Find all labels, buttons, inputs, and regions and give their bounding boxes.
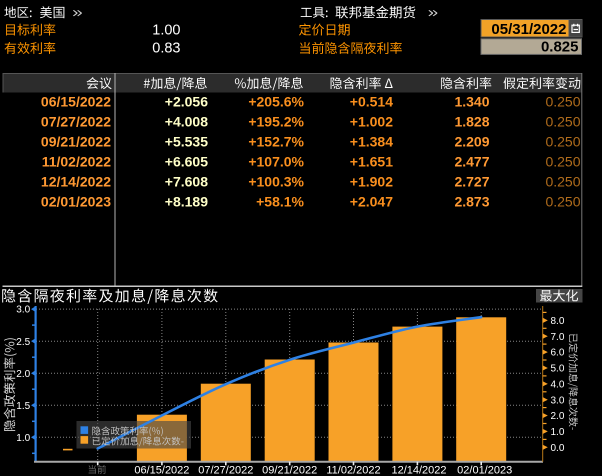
svg-text:09/21/2022: 09/21/2022 <box>41 134 111 150</box>
svg-text:2.873: 2.873 <box>454 194 489 210</box>
svg-text:2.727: 2.727 <box>454 174 489 190</box>
svg-text:05/31/2022: 05/31/2022 <box>491 21 566 38</box>
svg-text:1.0: 1.0 <box>16 433 30 444</box>
svg-text:11/02/2022: 11/02/2022 <box>326 465 380 476</box>
svg-text:+6.605: +6.605 <box>165 154 208 170</box>
svg-text:0.83: 0.83 <box>152 41 180 57</box>
svg-text:0.250: 0.250 <box>545 174 580 190</box>
svg-text:12/14/2022: 12/14/2022 <box>41 174 111 190</box>
svg-text:6.0: 6.0 <box>551 348 565 359</box>
svg-text:4.0: 4.0 <box>551 379 565 390</box>
svg-text:5.0: 5.0 <box>551 364 565 375</box>
svg-text:+2.047: +2.047 <box>350 194 393 210</box>
svg-text:2.477: 2.477 <box>454 154 489 170</box>
svg-text:+205.6%: +205.6% <box>248 94 304 110</box>
svg-text:0.0: 0.0 <box>551 443 565 454</box>
svg-text:06/15/2022: 06/15/2022 <box>134 465 189 476</box>
svg-text:+4.008: +4.008 <box>165 114 208 130</box>
svg-text:7.0: 7.0 <box>551 332 565 343</box>
svg-text:+8.189: +8.189 <box>165 194 208 210</box>
svg-text:02/01/2023: 02/01/2023 <box>457 465 512 476</box>
svg-text:0.250: 0.250 <box>545 134 580 150</box>
svg-text:09/21/2022: 09/21/2022 <box>262 465 317 476</box>
svg-text:+1.902: +1.902 <box>350 174 393 190</box>
svg-text:+1.384: +1.384 <box>350 134 393 150</box>
svg-text:0.825: 0.825 <box>541 39 579 56</box>
svg-text:2.5: 2.5 <box>16 337 30 348</box>
svg-text:+1.651: +1.651 <box>350 154 393 170</box>
svg-text:+0.514: +0.514 <box>350 94 393 110</box>
svg-text:3.0: 3.0 <box>551 395 565 406</box>
svg-text:+5.535: +5.535 <box>165 134 208 150</box>
svg-text:1.828: 1.828 <box>454 114 489 130</box>
svg-text:0.250: 0.250 <box>545 114 580 130</box>
svg-text:1.5: 1.5 <box>16 401 30 412</box>
svg-text:+7.608: +7.608 <box>165 174 208 190</box>
svg-text:+2.056: +2.056 <box>165 94 208 110</box>
svg-text:06/15/2022: 06/15/2022 <box>41 94 111 110</box>
svg-text:07/27/2022: 07/27/2022 <box>41 114 111 130</box>
svg-text:2.0: 2.0 <box>16 369 30 380</box>
svg-text:+58.1%: +58.1% <box>256 194 304 210</box>
svg-text:1.00: 1.00 <box>152 22 180 38</box>
svg-text:0.250: 0.250 <box>545 154 580 170</box>
svg-text:+1.002: +1.002 <box>350 114 393 130</box>
svg-text:+195.2%: +195.2% <box>248 114 304 130</box>
svg-text:+152.7%: +152.7% <box>248 134 304 150</box>
svg-text:02/01/2023: 02/01/2023 <box>41 194 111 210</box>
svg-text:11/02/2022: 11/02/2022 <box>42 154 112 170</box>
svg-text:07/27/2022: 07/27/2022 <box>198 465 253 476</box>
svg-text:8.0: 8.0 <box>551 316 565 327</box>
svg-text:+107.0%: +107.0% <box>248 154 304 170</box>
svg-text:0.250: 0.250 <box>545 94 580 110</box>
svg-text:0.250: 0.250 <box>545 194 580 210</box>
svg-text:+100.3%: +100.3% <box>248 174 304 190</box>
svg-text:2.0: 2.0 <box>551 411 565 422</box>
svg-text:12/14/2022: 12/14/2022 <box>391 465 446 476</box>
svg-text:1.340: 1.340 <box>454 94 489 110</box>
svg-text:1.0: 1.0 <box>551 427 565 438</box>
svg-text:3.0: 3.0 <box>16 305 30 316</box>
svg-text:2.209: 2.209 <box>454 134 489 150</box>
